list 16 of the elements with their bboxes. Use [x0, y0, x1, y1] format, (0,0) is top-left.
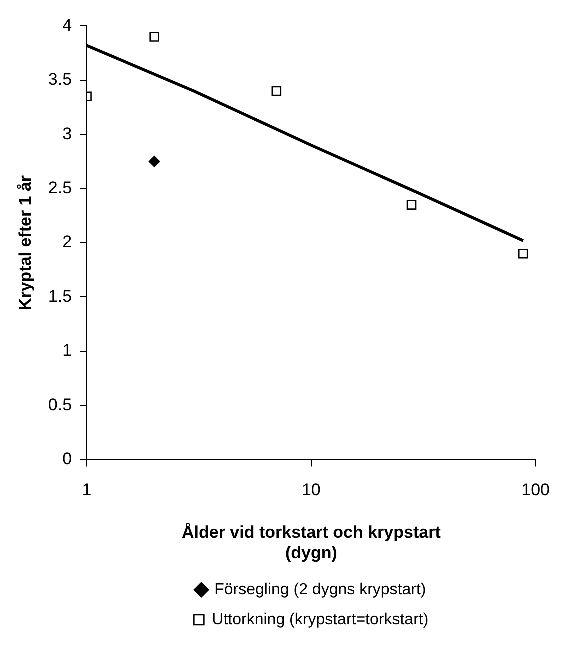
x-tick-label: 10: [302, 480, 321, 500]
y-tick-label: 3.5: [48, 70, 72, 90]
y-tick-label: 4: [62, 16, 72, 35]
y-tick-label: 2.5: [48, 178, 72, 198]
x-tick-label: 100: [522, 480, 550, 500]
legend-label: Försegling (2 dygns krypstart): [214, 581, 426, 598]
x-tick-label: 1: [82, 480, 92, 500]
y-tick-label: 0.5: [48, 395, 72, 414]
x-axis-title: Ålder vid torkstart och krypstart (dygn): [182, 523, 442, 562]
y-tick-label: 3: [62, 124, 72, 144]
y-tick-label: 0: [62, 449, 72, 468]
y-tick-label: 1.5: [48, 286, 72, 306]
y-tick-label: 1: [62, 341, 72, 360]
legend-label: Uttorkning (krypstart=torkstart): [212, 611, 429, 628]
y-axis-title: Kryptal efter 1 år: [16, 175, 35, 311]
y-tick-label: 2: [62, 232, 72, 252]
